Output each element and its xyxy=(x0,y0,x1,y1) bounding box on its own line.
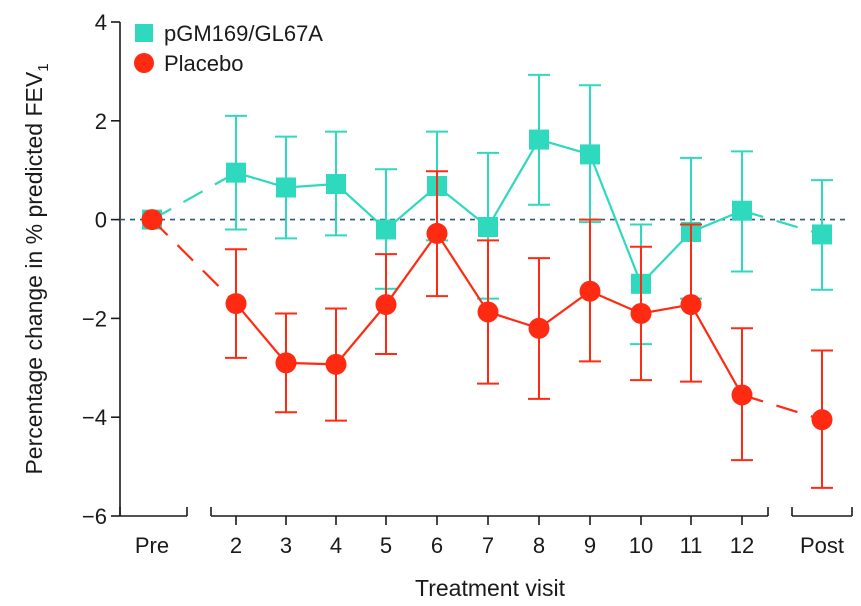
data-point-pgm169 xyxy=(376,219,396,240)
x-tick-label: 11 xyxy=(680,533,703,558)
data-point-placebo xyxy=(426,222,448,244)
y-axis-title: Percentage change in % predicted FEV1 xyxy=(21,63,52,474)
data-point-placebo xyxy=(528,317,550,339)
series-connector-dashed xyxy=(151,171,237,221)
data-point-placebo xyxy=(579,280,601,302)
x-tick-label: 6 xyxy=(431,533,443,558)
y-tick-label: −2 xyxy=(82,306,107,331)
data-point-pgm169 xyxy=(226,162,246,183)
series-connector-dashed xyxy=(741,209,823,236)
data-point-pgm169 xyxy=(326,174,346,195)
y-tick-label: −6 xyxy=(82,504,107,529)
legend-marker-placebo xyxy=(134,53,154,73)
data-point-pgm169 xyxy=(812,224,832,245)
y-axis-title-main: Percentage change in % predicted FEV xyxy=(21,71,47,474)
legend-label-pgm169: pGM169/GL67A xyxy=(164,21,323,46)
legend: pGM169/GL67A Placebo xyxy=(134,21,323,76)
x-tick-label: 12 xyxy=(730,533,754,558)
y-tick-label: 4 xyxy=(95,10,107,35)
data-point-placebo xyxy=(477,301,499,323)
legend-label-placebo: Placebo xyxy=(164,51,244,76)
data-point-pgm169 xyxy=(276,177,296,198)
legend-marker-pgm169 xyxy=(135,24,153,42)
series-connector-dashed xyxy=(151,218,237,305)
x-tick-label: 8 xyxy=(533,533,545,558)
data-point-placebo xyxy=(375,294,397,316)
x-tick-label: 10 xyxy=(629,533,653,558)
x-tick-label: 2 xyxy=(230,533,242,558)
series-placebo xyxy=(141,170,833,489)
x-tick-label: 3 xyxy=(280,533,292,558)
y-tick-label: 0 xyxy=(95,208,107,233)
data-point-placebo xyxy=(141,209,163,231)
data-point-placebo xyxy=(811,409,833,431)
data-point-placebo xyxy=(325,353,347,375)
y-axis: 4 2 0 −2 −4 −6 xyxy=(82,10,121,529)
data-point-placebo xyxy=(225,293,247,315)
y-tick-label: −4 xyxy=(82,405,107,430)
data-point-pgm169 xyxy=(529,129,549,150)
series-pgm169 xyxy=(142,73,833,346)
x-tick-label: 4 xyxy=(330,533,342,558)
data-point-placebo xyxy=(680,294,702,316)
x-axis: Pre 2 3 4 5 6 7 8 9 10 11 12 Post xyxy=(119,507,853,558)
x-tick-label: Pre xyxy=(135,533,169,558)
x-tick-label: 7 xyxy=(482,533,494,558)
data-point-placebo xyxy=(630,302,652,324)
data-point-pgm169 xyxy=(478,217,498,238)
data-point-pgm169 xyxy=(580,144,600,165)
data-point-pgm169 xyxy=(732,200,752,221)
y-axis-title-subscript: 1 xyxy=(35,63,52,71)
x-tick-label: Post xyxy=(800,533,844,558)
data-point-placebo xyxy=(275,352,297,374)
series-connector-dashed xyxy=(741,393,823,421)
x-axis-title: Treatment visit xyxy=(415,575,566,601)
series-layer xyxy=(141,73,833,489)
x-tick-label: 9 xyxy=(584,533,596,558)
y-tick-label: 2 xyxy=(95,109,107,134)
data-point-placebo xyxy=(731,384,753,406)
x-tick-label: 5 xyxy=(380,533,392,558)
